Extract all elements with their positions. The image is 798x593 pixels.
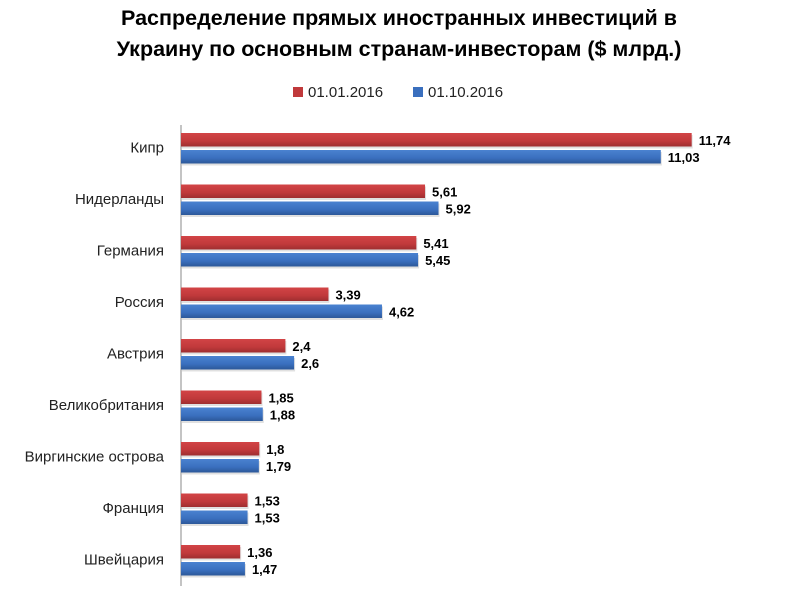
bar-1 <box>181 390 262 404</box>
bar-2 <box>181 150 661 164</box>
data-label: 11,03 <box>668 150 700 165</box>
bar-2 <box>181 510 248 524</box>
bar-2 <box>181 304 382 318</box>
data-label: 1,8 <box>266 442 284 457</box>
data-label: 1,47 <box>252 562 277 577</box>
bar-1 <box>181 339 286 353</box>
data-label: 1,36 <box>247 545 272 560</box>
category-label: Виргинские острова <box>25 449 165 466</box>
bar-2 <box>181 459 259 473</box>
legend-swatch-2 <box>413 87 423 97</box>
bar-1 <box>181 184 426 198</box>
data-label: 1,85 <box>268 390 293 405</box>
data-label: 2,6 <box>301 356 319 371</box>
chart-title-line-2: Украину по основным странам-инвесторам (… <box>116 37 682 61</box>
bar-1 <box>181 236 417 250</box>
data-label: 1,53 <box>255 493 280 508</box>
bar-2 <box>181 407 263 421</box>
bar-1 <box>181 545 241 559</box>
data-label: 2,4 <box>292 339 311 354</box>
bar-1 <box>181 133 692 147</box>
data-label: 3,39 <box>335 287 360 302</box>
bar-1 <box>181 493 248 507</box>
chart-title-line-1: Распределение прямых иностранных инвести… <box>121 6 677 30</box>
data-label: 5,41 <box>423 236 448 251</box>
data-label: 1,53 <box>255 510 280 525</box>
data-label: 1,88 <box>270 407 295 422</box>
bar-2 <box>181 562 245 576</box>
bar-2 <box>181 201 439 215</box>
legend-swatch-1 <box>293 87 303 97</box>
data-label: 4,62 <box>389 304 414 319</box>
data-label: 5,45 <box>425 253 450 268</box>
category-label: Россия <box>115 294 164 311</box>
category-label: Австрия <box>107 346 164 363</box>
category-label: Кипр <box>130 140 164 157</box>
data-label: 5,92 <box>446 201 471 216</box>
data-label: 11,74 <box>699 133 732 148</box>
category-label: Великобритания <box>49 397 164 414</box>
category-label: Германия <box>97 243 164 260</box>
data-label: 1,79 <box>266 459 291 474</box>
bar-1 <box>181 442 260 456</box>
category-label: Нидерланды <box>75 191 164 208</box>
category-label: Франция <box>103 500 164 517</box>
category-label: Швейцария <box>84 552 164 569</box>
legend-label-2: 01.10.2016 <box>428 84 503 101</box>
bar-1 <box>181 287 329 301</box>
bar-2 <box>181 253 419 267</box>
legend-label-1: 01.01.2016 <box>308 84 383 101</box>
bar-2 <box>181 356 295 370</box>
data-label: 5,61 <box>432 184 457 199</box>
